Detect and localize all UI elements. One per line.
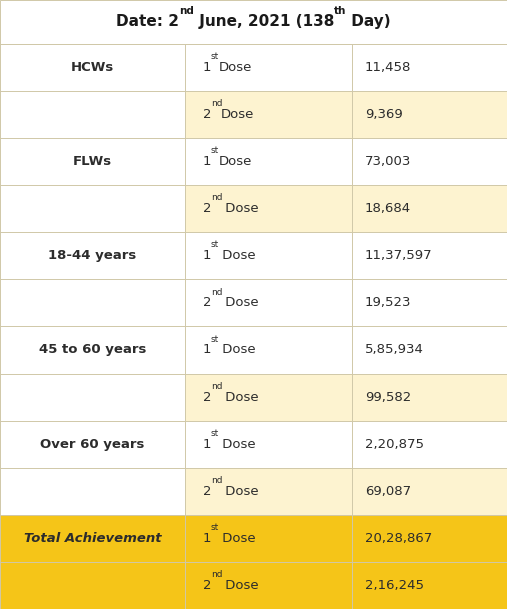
Text: Total Achievement: Total Achievement (24, 532, 161, 545)
Text: 20,28,867: 20,28,867 (365, 532, 432, 545)
Text: Day): Day) (346, 15, 391, 29)
Text: 11,37,597: 11,37,597 (365, 249, 432, 262)
FancyBboxPatch shape (185, 44, 352, 91)
Text: Date: 2: Date: 2 (116, 15, 179, 29)
Text: 2: 2 (203, 390, 211, 404)
Text: Dose: Dose (221, 297, 259, 309)
FancyBboxPatch shape (352, 421, 507, 468)
Text: 18,684: 18,684 (365, 202, 411, 215)
Text: 99,582: 99,582 (365, 390, 411, 404)
Text: Dose: Dose (219, 532, 256, 545)
Text: nd: nd (211, 476, 223, 485)
Text: 2,16,245: 2,16,245 (365, 579, 424, 592)
Text: nd: nd (211, 382, 223, 391)
Text: 19,523: 19,523 (365, 297, 412, 309)
FancyBboxPatch shape (185, 326, 352, 373)
Text: Dose: Dose (221, 108, 255, 121)
Text: HCWs: HCWs (71, 61, 114, 74)
Text: 1: 1 (203, 343, 211, 356)
Text: Dose: Dose (221, 579, 259, 592)
FancyBboxPatch shape (185, 232, 352, 280)
Text: 2: 2 (203, 202, 211, 215)
Text: th: th (334, 6, 346, 16)
FancyBboxPatch shape (352, 280, 507, 326)
Text: 2,20,875: 2,20,875 (365, 438, 424, 451)
FancyBboxPatch shape (185, 280, 352, 326)
FancyBboxPatch shape (185, 138, 352, 185)
FancyBboxPatch shape (0, 373, 185, 421)
FancyBboxPatch shape (185, 91, 352, 138)
Text: 5,85,934: 5,85,934 (365, 343, 424, 356)
FancyBboxPatch shape (0, 138, 185, 185)
FancyBboxPatch shape (352, 373, 507, 421)
Text: st: st (211, 146, 219, 155)
FancyBboxPatch shape (0, 44, 185, 91)
FancyBboxPatch shape (352, 232, 507, 280)
FancyBboxPatch shape (0, 280, 185, 326)
Text: Over 60 years: Over 60 years (41, 438, 144, 451)
FancyBboxPatch shape (185, 468, 352, 515)
Text: st: st (211, 334, 219, 343)
FancyBboxPatch shape (185, 562, 352, 609)
FancyBboxPatch shape (185, 373, 352, 421)
Text: Dose: Dose (219, 155, 251, 168)
Text: Dose: Dose (219, 438, 256, 451)
Text: 1: 1 (203, 532, 211, 545)
FancyBboxPatch shape (352, 468, 507, 515)
Text: st: st (211, 52, 219, 61)
Text: nd: nd (211, 99, 223, 108)
FancyBboxPatch shape (0, 562, 185, 609)
Text: st: st (211, 429, 219, 438)
Text: 9,369: 9,369 (365, 108, 403, 121)
FancyBboxPatch shape (0, 326, 185, 373)
Text: 2: 2 (203, 297, 211, 309)
FancyBboxPatch shape (352, 44, 507, 91)
Text: 45 to 60 years: 45 to 60 years (39, 343, 146, 356)
Text: st: st (211, 523, 219, 532)
Text: 1: 1 (203, 155, 211, 168)
Text: 1: 1 (203, 249, 211, 262)
FancyBboxPatch shape (0, 0, 507, 44)
Text: nd: nd (211, 570, 223, 579)
Text: Dose: Dose (219, 343, 256, 356)
Text: Dose: Dose (221, 390, 259, 404)
Text: 1: 1 (203, 61, 211, 74)
Text: 2: 2 (203, 485, 211, 498)
FancyBboxPatch shape (0, 515, 185, 562)
Text: Dose: Dose (219, 249, 256, 262)
FancyBboxPatch shape (0, 91, 185, 138)
Text: Dose: Dose (221, 485, 259, 498)
Text: FLWs: FLWs (73, 155, 112, 168)
FancyBboxPatch shape (0, 185, 185, 232)
FancyBboxPatch shape (0, 232, 185, 280)
FancyBboxPatch shape (352, 515, 507, 562)
FancyBboxPatch shape (352, 326, 507, 373)
Text: 2: 2 (203, 108, 211, 121)
FancyBboxPatch shape (352, 185, 507, 232)
Text: 73,003: 73,003 (365, 155, 411, 168)
FancyBboxPatch shape (0, 421, 185, 468)
FancyBboxPatch shape (352, 91, 507, 138)
Text: Dose: Dose (219, 61, 251, 74)
Text: st: st (211, 241, 219, 250)
FancyBboxPatch shape (352, 138, 507, 185)
FancyBboxPatch shape (185, 421, 352, 468)
Text: nd: nd (179, 6, 194, 16)
Text: June, 2021 (138: June, 2021 (138 (194, 15, 334, 29)
FancyBboxPatch shape (185, 515, 352, 562)
Text: 1: 1 (203, 438, 211, 451)
FancyBboxPatch shape (0, 468, 185, 515)
Text: 18-44 years: 18-44 years (48, 249, 137, 262)
FancyBboxPatch shape (352, 562, 507, 609)
Text: nd: nd (211, 193, 223, 202)
Text: 69,087: 69,087 (365, 485, 411, 498)
Text: nd: nd (211, 287, 223, 297)
Text: 2: 2 (203, 579, 211, 592)
FancyBboxPatch shape (185, 185, 352, 232)
Text: 11,458: 11,458 (365, 61, 411, 74)
Text: Dose: Dose (221, 202, 259, 215)
